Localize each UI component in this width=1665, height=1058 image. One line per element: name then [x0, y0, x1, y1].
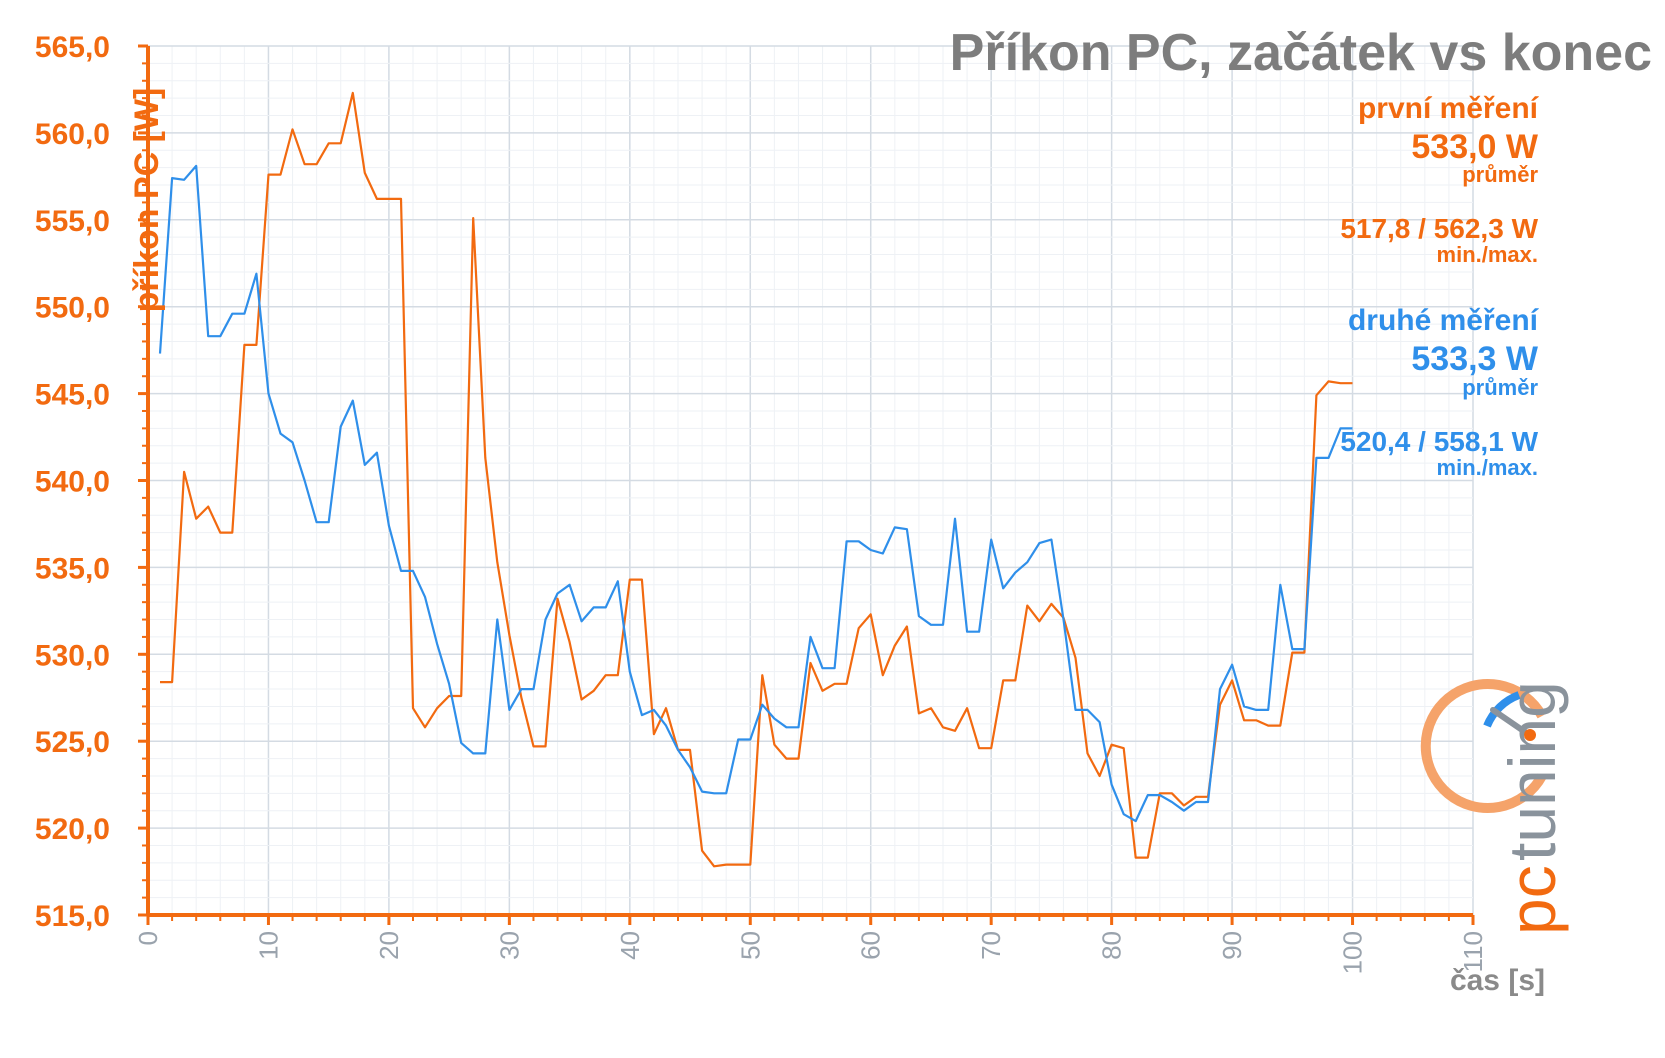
x-tick-label: 40 — [615, 931, 645, 960]
y-tick-label: 555,0 — [35, 205, 110, 238]
stats-second-minmax-caption: min./max. — [1437, 455, 1538, 480]
series-line-first — [160, 91, 1353, 868]
x-tick-label: 90 — [1217, 931, 1247, 960]
x-tick-label: 60 — [856, 931, 886, 960]
gauge-icon — [1420, 679, 1547, 813]
x-tick-label: 100 — [1338, 931, 1368, 974]
series-lines — [158, 91, 1353, 868]
x-tick-label: 30 — [494, 931, 524, 960]
x-tick-label: 20 — [374, 931, 404, 960]
y-tick-label: 550,0 — [35, 292, 110, 325]
y-tick-label: 520,0 — [35, 813, 110, 846]
chart-axes — [138, 44, 1475, 925]
y-tick-label: 530,0 — [35, 639, 110, 672]
y-tick-label: 560,0 — [35, 118, 110, 151]
y-tick-label: 545,0 — [35, 379, 110, 412]
y-axis-label: příkon PC [W] — [128, 88, 166, 313]
pctuning-logo: pc tuning — [1420, 679, 1569, 935]
x-tick-label: 80 — [1097, 931, 1127, 960]
x-tick-label: 110 — [1458, 931, 1488, 972]
chart-title: Příkon PC, začátek vs konec — [950, 24, 1652, 82]
logo-text-pc: pc — [1495, 865, 1569, 935]
y-tick-label: 565,0 — [35, 31, 110, 64]
x-tick-label: 70 — [976, 931, 1006, 960]
stats-second: druhé měření 533,3 W průměr 520,4 / 558,… — [1340, 304, 1539, 480]
x-tick-label: 0 — [133, 931, 163, 945]
x-axis-label: čas [s] — [1450, 964, 1545, 997]
x-tick-label: 50 — [735, 931, 765, 960]
stats-first-minmax: 517,8 / 562,3 W — [1340, 213, 1538, 244]
logo-text-tuning: tuning — [1495, 681, 1569, 861]
y-tick-label: 535,0 — [35, 552, 110, 585]
x-tick-labels: 0 10 20 30 40 50 60 70 80 90 100 110 — [133, 931, 1488, 974]
stats-first-avg-caption: průměr — [1462, 162, 1538, 187]
chart-grid — [147, 45, 1474, 916]
stats-first-minmax-caption: min./max. — [1437, 242, 1538, 267]
stats-first-label: první měření — [1358, 92, 1540, 125]
stats-second-avg-caption: průměr — [1462, 375, 1538, 400]
stats-second-label: druhé měření — [1348, 304, 1540, 337]
stats-second-minmax: 520,4 / 558,1 W — [1340, 426, 1538, 457]
y-tick-labels: 515,0 520,0 525,0 530,0 535,0 540,0 545,0 550,0… — [35, 31, 110, 933]
stats-first-avg: 533,0 W — [1411, 128, 1539, 166]
stats-second-avg: 533,3 W — [1411, 340, 1539, 378]
series-line-second — [158, 164, 1353, 823]
y-tick-label: 525,0 — [35, 726, 110, 759]
y-tick-label: 540,0 — [35, 466, 110, 499]
y-tick-label: 515,0 — [35, 900, 110, 933]
x-tick-label: 10 — [253, 931, 283, 960]
stats-first: první měření 533,0 W průměr 517,8 / 562,… — [1340, 92, 1539, 267]
